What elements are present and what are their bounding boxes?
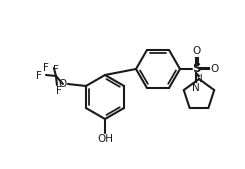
- Text: OH: OH: [97, 134, 113, 144]
- Text: N: N: [195, 74, 203, 84]
- Text: F: F: [53, 65, 59, 75]
- Text: F: F: [56, 86, 62, 96]
- Text: N: N: [192, 83, 200, 93]
- Text: O: O: [59, 79, 67, 89]
- Text: O: O: [192, 46, 200, 56]
- Text: S: S: [192, 63, 200, 76]
- Text: O: O: [210, 64, 218, 74]
- Text: F: F: [36, 71, 42, 81]
- Text: F: F: [43, 63, 49, 73]
